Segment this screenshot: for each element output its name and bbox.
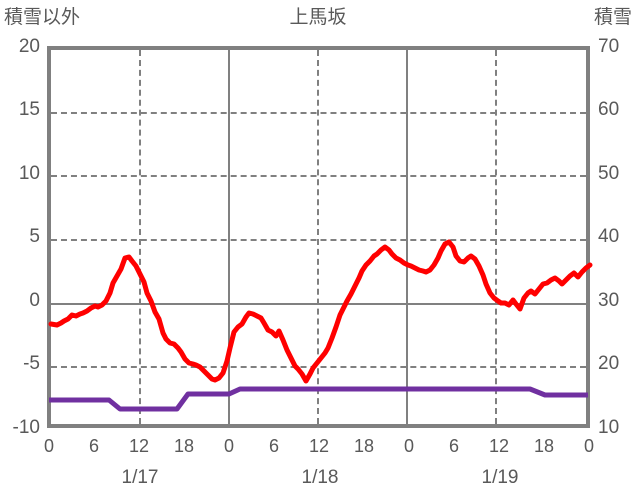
x-tick-8: 0: [403, 436, 415, 456]
y-tick-right-0: 70: [598, 36, 620, 57]
x-tick-2: 12: [128, 436, 150, 456]
gridline-v-noon-1-19: [495, 50, 497, 424]
y-tick-right-2: 50: [598, 163, 620, 184]
x-tick-12: 0: [583, 436, 595, 456]
plot-area: [47, 46, 590, 428]
gridline-v-day-1-18: [228, 50, 230, 424]
right-axis-label: 積雪: [593, 7, 632, 28]
x-tick-3: 18: [173, 436, 195, 456]
y-tick-right-3: 40: [598, 226, 620, 247]
y-tick-left-6: -10: [12, 417, 40, 438]
x-tick-1: 6: [88, 436, 100, 456]
gridline-v-day-1-19: [406, 50, 408, 424]
y-tick-left-3: 5: [29, 226, 40, 247]
x-tick-7: 18: [353, 436, 375, 456]
x-day-label-2: 1/19: [481, 467, 519, 488]
y-tick-right-1: 60: [598, 99, 620, 120]
x-tick-0: 0: [43, 436, 55, 456]
y-tick-right-6: 10: [598, 417, 620, 438]
left-axis-label: 積雪以外: [4, 7, 81, 28]
gridline-v-noon-1-17: [139, 50, 141, 424]
y-tick-left-1: 15: [18, 99, 40, 120]
y-tick-right-5: 20: [598, 353, 620, 374]
x-tick-6: 12: [308, 436, 330, 456]
y-tick-left-4: 0: [29, 290, 40, 311]
x-tick-5: 6: [268, 436, 280, 456]
gridline-v-noon-1-18: [317, 50, 319, 424]
y-tick-left-0: 20: [18, 36, 40, 57]
x-tick-10: 12: [488, 436, 510, 456]
x-day-label-0: 1/17: [121, 467, 159, 488]
x-tick-11: 18: [533, 436, 555, 456]
chart-title: 上馬坂: [289, 7, 347, 28]
x-tick-4: 0: [223, 436, 235, 456]
plot-grid: [51, 50, 586, 424]
x-day-label-1: 1/18: [301, 467, 339, 488]
y-tick-right-4: 30: [598, 290, 620, 311]
x-tick-9: 6: [448, 436, 460, 456]
y-tick-left-2: 10: [18, 163, 40, 184]
y-tick-left-5: -5: [23, 353, 40, 374]
